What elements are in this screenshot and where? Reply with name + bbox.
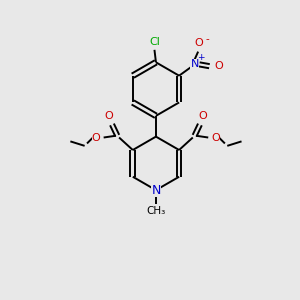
Text: +: + bbox=[197, 53, 205, 62]
Text: -: - bbox=[206, 34, 209, 44]
Text: Cl: Cl bbox=[149, 37, 160, 46]
Text: N: N bbox=[151, 184, 160, 196]
Text: CH₃: CH₃ bbox=[146, 206, 166, 216]
Text: O: O bbox=[104, 111, 113, 121]
Text: O: O bbox=[195, 38, 203, 48]
Text: O: O bbox=[92, 133, 100, 142]
Text: O: O bbox=[199, 111, 208, 121]
Text: O: O bbox=[214, 61, 223, 71]
Text: O: O bbox=[211, 133, 220, 142]
Text: N: N bbox=[190, 59, 199, 69]
